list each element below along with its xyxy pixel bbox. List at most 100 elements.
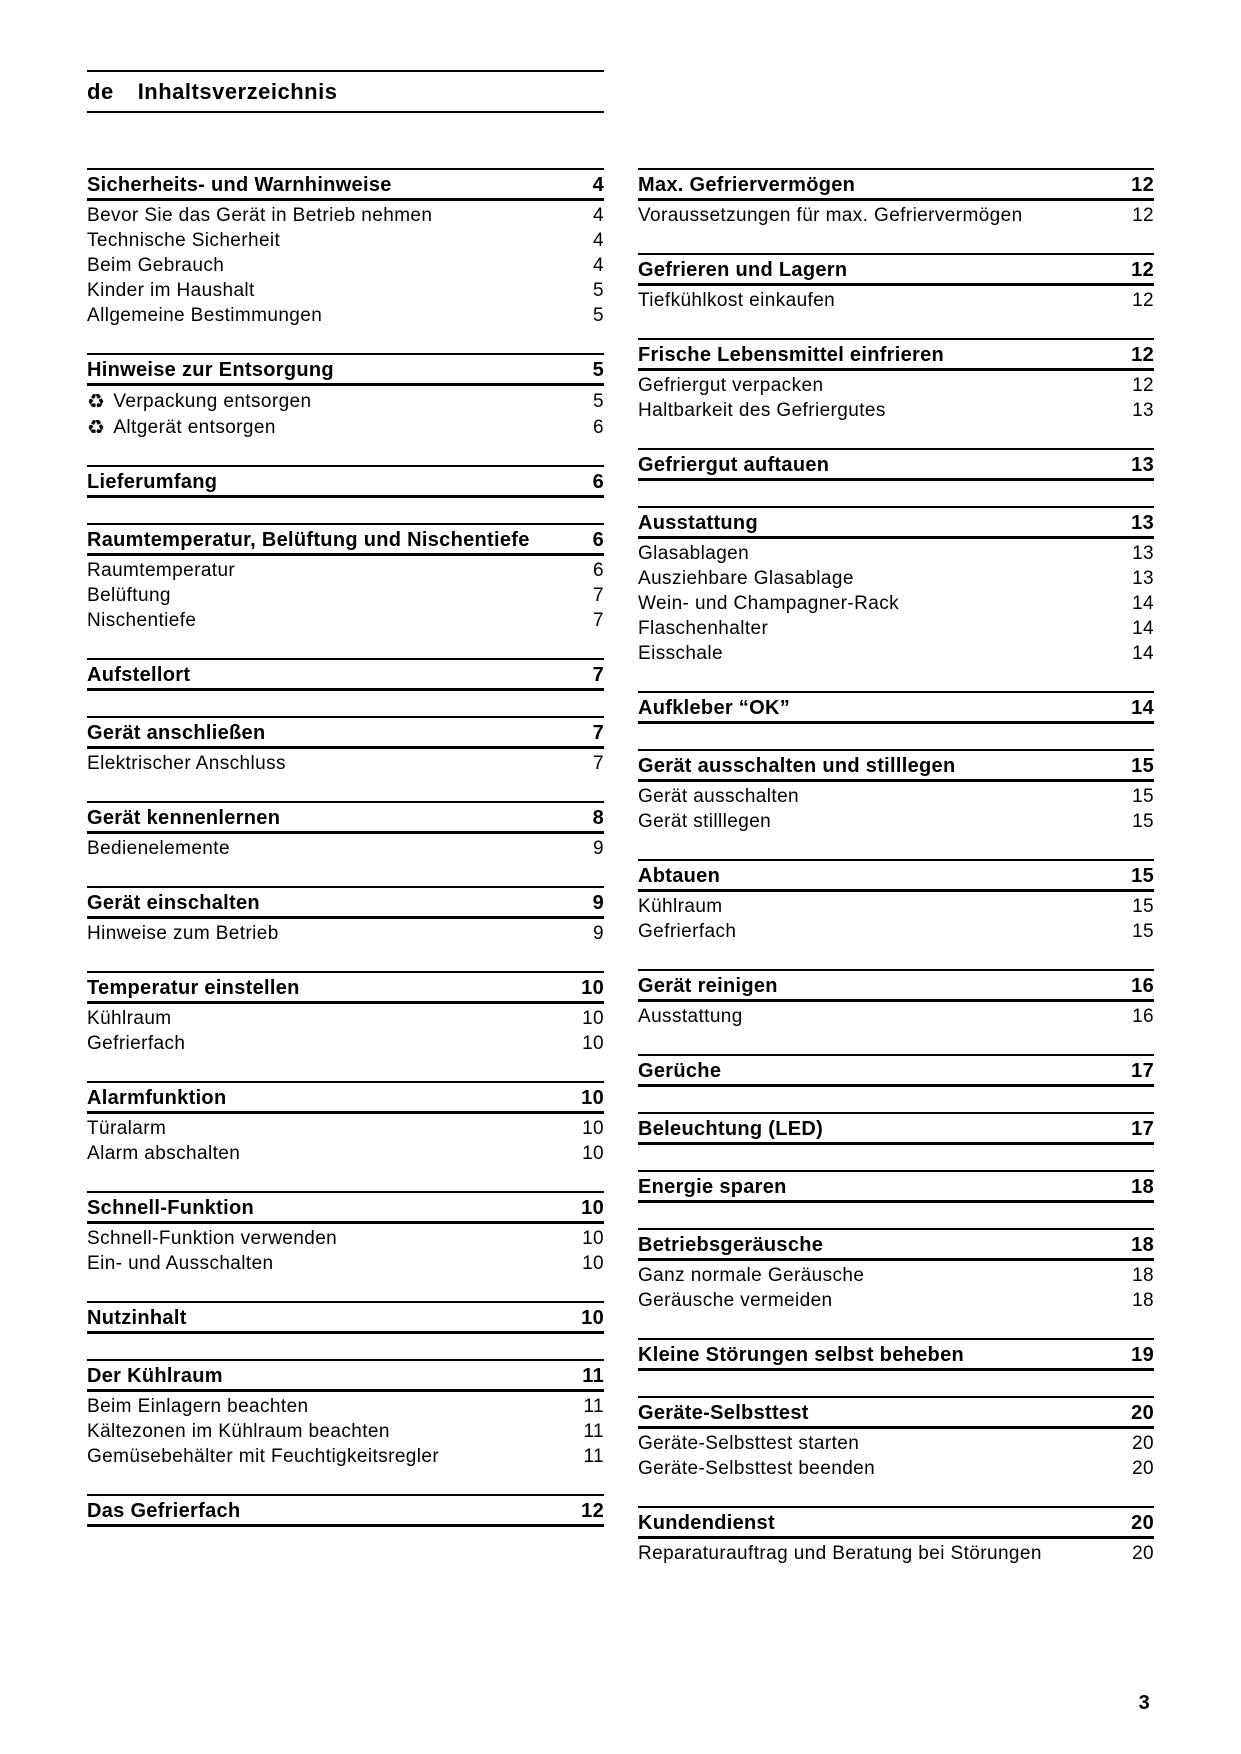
toc-right-column: Max. Gefriervermögen 12 Voraussetzungen fü…	[638, 168, 1154, 1591]
toc-entry-list: Raumtemperatur 6 Belüftung 7 Nischentiefe 7	[87, 558, 604, 633]
toc-entry-label: Haltbarkeit des Gefriergutes	[638, 400, 886, 421]
toc-section-heading: Gerät anschließen 7	[87, 716, 604, 749]
toc-entry-label: Belüftung	[87, 585, 171, 606]
toc-entry-label: Kühlraum	[87, 1008, 172, 1029]
toc-section: Beleuchtung (LED) 17	[638, 1112, 1154, 1145]
toc-entry-page: 7	[593, 753, 604, 774]
toc-heading-label: Betriebsgeräusche	[638, 1234, 824, 1256]
toc-entry-label-wrap: Reparaturauftrag und Beratung bei Störun…	[638, 1541, 1042, 1566]
toc-entry: Tiefkühlkost einkaufen 12	[638, 288, 1154, 313]
toc-entry: Bevor Sie das Gerät in Betrieb nehmen 4	[87, 203, 604, 228]
toc-entry-label: Tiefkühlkost einkaufen	[638, 290, 836, 311]
toc-entry-label-wrap: Tiefkühlkost einkaufen	[638, 288, 835, 313]
toc-entry-page: 6	[593, 560, 604, 581]
toc-entry-page: 10	[582, 1118, 604, 1139]
toc-entry-page: 11	[583, 1446, 604, 1467]
toc-entry-page: 11	[583, 1421, 604, 1442]
toc-section: Gefriergut auftauen 13	[638, 448, 1154, 481]
toc-entry-list: Hinweise zum Betrieb 9	[87, 921, 604, 946]
toc-heading-label: Lieferumfang	[87, 471, 218, 493]
toc-heading-label: Hinweise zur Entsorgung	[87, 359, 334, 381]
toc-heading-label: Geräte-Selbsttest	[638, 1402, 809, 1424]
toc-heading-label: Temperatur einstellen	[87, 977, 300, 999]
toc-entry-list: Beim Einlagern beachten 11 Kältezonen im K…	[87, 1394, 604, 1469]
toc-entry-label: Wein- und Champagner-Rack	[638, 593, 899, 614]
toc-section-heading: Gerät einschalten 9	[87, 886, 604, 919]
toc-entry-label-wrap: Ausstattung	[638, 1004, 743, 1029]
page-number-footer: 3	[1138, 1692, 1150, 1714]
toc-entry-label: Bedienelemente	[87, 838, 230, 859]
toc-section-heading: Aufstellort 7	[87, 658, 604, 691]
toc-entry-label: Ausziehbare Glasablage	[638, 568, 854, 589]
toc-section: Gerät ausschalten und stilllegen 15 Gerät …	[638, 749, 1154, 834]
toc-entry-label-wrap: Gerät ausschalten	[638, 784, 799, 809]
toc-entry-label: Ein- und Ausschalten	[87, 1253, 274, 1274]
toc-entry: Gefrierfach 15	[638, 919, 1154, 944]
toc-section-heading: Gerüche 17	[638, 1054, 1154, 1087]
toc-entry-page: 6	[593, 417, 604, 438]
toc-entry-label-wrap: Kältezonen im Kühlraum beachten	[87, 1419, 390, 1444]
toc-entry-label-wrap: Gefrierfach	[638, 919, 736, 944]
toc-section-heading: Gerät reinigen 16	[638, 969, 1154, 1002]
toc-section-heading: Lieferumfang 6	[87, 465, 604, 498]
toc-entry: Gerät ausschalten 15	[638, 784, 1154, 809]
toc-entry-page: 13	[1132, 543, 1154, 564]
toc-heading-page: 16	[1131, 975, 1154, 997]
toc-entry-label-wrap: Kühlraum	[638, 894, 723, 919]
toc-entry: Ganz normale Geräusche 18	[638, 1263, 1154, 1288]
toc-entry-label: Ausstattung	[638, 1006, 743, 1027]
toc-section: Gefrieren und Lagern 12 Tiefkühlkost einka…	[638, 253, 1154, 313]
toc-entry: Geräusche vermeiden 18	[638, 1288, 1154, 1313]
toc-heading-label: Gerät einschalten	[87, 892, 260, 914]
toc-entry-label: Voraussetzungen für max. Gefriervermögen	[638, 205, 1023, 226]
toc-entry-page: 7	[593, 585, 604, 606]
toc-entry: Elektrischer Anschluss 7	[87, 751, 604, 776]
toc-section-heading: Energie sparen 18	[638, 1170, 1154, 1203]
toc-section: Gerät anschließen 7 Elektrischer Anschluss…	[87, 716, 604, 776]
toc-section-heading: Frische Lebensmittel einfrieren 12	[638, 338, 1154, 371]
toc-entry-page: 4	[593, 255, 604, 276]
toc-entry-label: Türalarm	[87, 1118, 167, 1139]
toc-entry: Bedienelemente 9	[87, 836, 604, 861]
toc-section-heading: Geräte-Selbsttest 20	[638, 1396, 1154, 1429]
toc-entry-label-wrap: Haltbarkeit des Gefriergutes	[638, 398, 886, 423]
toc-heading-label: Gerät reinigen	[638, 975, 778, 997]
toc-section: Aufkleber “OK” 14	[638, 691, 1154, 724]
toc-entry: Raumtemperatur 6	[87, 558, 604, 583]
toc-heading-page: 7	[592, 722, 604, 744]
toc-heading-page: 10	[581, 1087, 604, 1109]
toc-section-heading: Max. Gefriervermögen 12	[638, 168, 1154, 201]
toc-entry-label: Reparaturauftrag und Beratung bei Störun…	[638, 1543, 1042, 1564]
toc-heading-label: Nutzinhalt	[87, 1307, 187, 1329]
toc-entry-label-wrap: Geräte-Selbsttest beenden	[638, 1456, 875, 1481]
toc-section: Schnell-Funktion 10 Schnell-Funktion verwe…	[87, 1191, 604, 1276]
toc-entry-label: Flaschenhalter	[638, 618, 769, 639]
toc-section-heading: Nutzinhalt 10	[87, 1301, 604, 1334]
toc-heading-page: 17	[1131, 1060, 1154, 1082]
toc-heading-label: Alarmfunktion	[87, 1087, 227, 1109]
toc-section-heading: Kundendienst 20	[638, 1506, 1154, 1539]
toc-entry: Flaschenhalter 14	[638, 616, 1154, 641]
toc-heading-page: 11	[582, 1365, 604, 1387]
toc-entry-label: Technische Sicherheit	[87, 230, 281, 251]
toc-entry-label: Altgerät entsorgen	[113, 417, 276, 438]
toc-entry-label-wrap: Geräusche vermeiden	[638, 1288, 833, 1313]
toc-section-heading: Das Gefrierfach 12	[87, 1494, 604, 1527]
toc-entry: Glasablagen 13	[638, 541, 1154, 566]
toc-entry-list: Ausstattung 16	[638, 1004, 1154, 1029]
toc-section: Aufstellort 7	[87, 658, 604, 691]
toc-heading-page: 14	[1131, 697, 1154, 719]
toc-entry-label: Hinweise zum Betrieb	[87, 923, 279, 944]
toc-entry-label-wrap: ♻ Verpackung entsorgen	[87, 388, 311, 414]
toc-entry-label-wrap: Geräte-Selbsttest starten	[638, 1431, 859, 1456]
toc-heading-label: Max. Gefriervermögen	[638, 174, 856, 196]
toc-section: Abtauen 15 Kühlraum 15 Gefrierfach 15	[638, 859, 1154, 944]
toc-entry-label-wrap: Eisschale	[638, 641, 723, 666]
toc-entry-list: Geräte-Selbsttest starten 20 Geräte-Selbst…	[638, 1431, 1154, 1481]
toc-section-heading: Schnell-Funktion 10	[87, 1191, 604, 1224]
toc-entry-page: 5	[593, 391, 604, 412]
toc-heading-label: Der Kühlraum	[87, 1365, 223, 1387]
toc-section-heading: Beleuchtung (LED) 17	[638, 1112, 1154, 1145]
toc-entry-label: Nischentiefe	[87, 610, 197, 631]
toc-section-heading: Raumtemperatur, Belüftung und Nischentie…	[87, 523, 604, 556]
